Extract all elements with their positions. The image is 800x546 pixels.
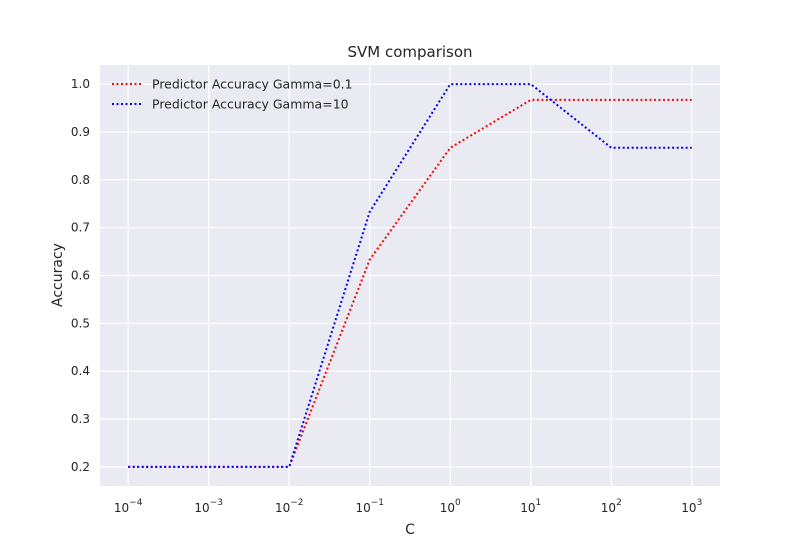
x-tick-label: 10−2 [275, 498, 304, 515]
y-tick-label: 0.2 [71, 460, 90, 474]
legend-label: Predictor Accuracy Gamma=0.1 [152, 77, 353, 92]
legend-label: Predictor Accuracy Gamma=10 [152, 97, 349, 112]
y-tick-label: 0.9 [71, 125, 90, 139]
y-tick-label: 0.3 [71, 412, 90, 426]
grid [100, 65, 720, 486]
y-axis-ticks: 0.2 0.3 0.4 0.5 0.6 0.7 0.8 0.9 1.0 [71, 77, 90, 474]
y-tick-label: 1.0 [71, 77, 90, 91]
y-tick-label: 0.7 [71, 221, 90, 235]
x-tick-label: 103 [681, 498, 702, 515]
x-axis-label: C [405, 522, 415, 538]
x-tick-label: 10−3 [194, 498, 223, 515]
x-tick-label: 10−4 [114, 498, 143, 515]
y-tick-label: 0.5 [71, 316, 90, 330]
x-tick-label: 100 [440, 498, 461, 515]
x-tick-label: 102 [601, 498, 622, 515]
x-axis-ticks: 10−4 10−3 10−2 10−1 100 101 102 103 [114, 498, 702, 515]
x-tick-label: 101 [520, 498, 541, 515]
y-tick-label: 0.6 [71, 269, 90, 283]
y-tick-label: 0.8 [71, 173, 90, 187]
y-axis-label: Accuracy [50, 243, 66, 307]
y-tick-label: 0.4 [71, 364, 90, 378]
chart-title: SVM comparison [347, 43, 472, 61]
x-tick-label: 10−1 [355, 498, 384, 515]
legend: Predictor Accuracy Gamma=0.1 Predictor Ac… [112, 77, 353, 112]
